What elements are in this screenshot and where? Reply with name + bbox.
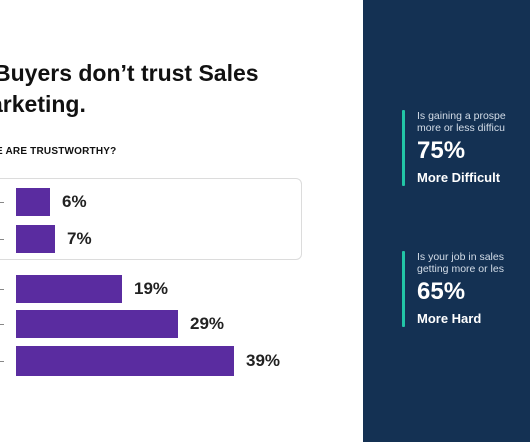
left-panel: Buyers don’t trust Sales arketing. E ARE… xyxy=(0,58,302,376)
survey-question: E ARE TRUSTWORTHY? xyxy=(0,146,117,157)
bar-value-label-2: 7% xyxy=(67,229,92,248)
right-panel: Is gaining a prospe more or less difficu… xyxy=(363,0,530,442)
title-line-2: arketing. xyxy=(0,91,86,117)
bar-4 xyxy=(16,310,178,338)
category-label-5 xyxy=(0,361,4,362)
stat-card-job: Is your job in sales getting more or les… xyxy=(402,251,504,327)
stat-value: 65% xyxy=(417,278,466,305)
category-label-2 xyxy=(0,239,4,240)
bar-value-label-1: 6% xyxy=(62,192,87,211)
stat-label: More Hard xyxy=(417,311,482,326)
category-label-1 xyxy=(0,202,4,203)
stat-question-line2: getting more or les xyxy=(417,263,504,275)
stat-card-prospect: Is gaining a prospe more or less difficu… xyxy=(402,110,506,186)
category-label-4 xyxy=(0,324,4,325)
stat-question-line1: Is gaining a prospe xyxy=(417,110,506,122)
bar-5 xyxy=(16,346,234,376)
bar-1 xyxy=(16,188,50,216)
title-line-1: Buyers don’t trust Sales xyxy=(0,60,259,86)
bar-value-label-3: 19% xyxy=(134,279,169,298)
bar-value-label-5: 39% xyxy=(246,351,281,370)
chart-title: Buyers don’t trust Sales arketing. xyxy=(0,58,300,120)
category-label-3 xyxy=(0,289,4,290)
stat-question-line1: Is your job in sales xyxy=(417,251,504,263)
bar-2 xyxy=(16,225,55,253)
stat-label: More Difficult xyxy=(417,170,501,185)
bar-3 xyxy=(16,275,122,303)
bar-value-label-4: 29% xyxy=(190,314,225,333)
stat-accent-line xyxy=(402,110,405,186)
stat-accent-line xyxy=(402,251,405,327)
stat-question-line2: more or less difficu xyxy=(417,122,505,134)
stat-value: 75% xyxy=(417,137,466,164)
